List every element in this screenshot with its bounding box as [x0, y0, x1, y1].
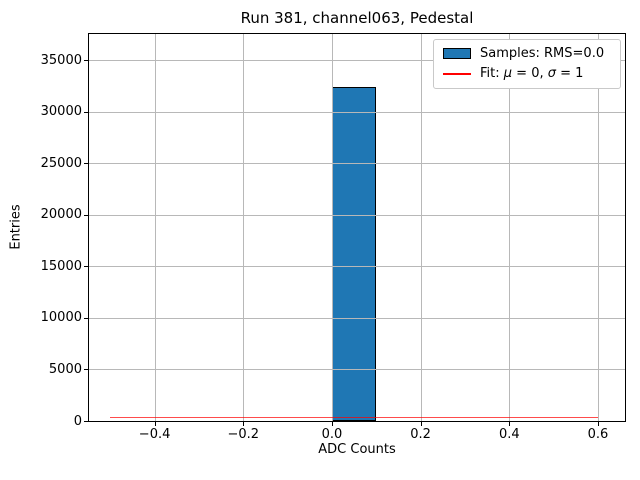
x-tick-mark: [332, 422, 333, 426]
x-tick-label: 0.6: [587, 427, 609, 442]
mu-symbol: μ: [503, 66, 513, 81]
x-gridline: [509, 34, 511, 421]
y-tick-label: 30000: [40, 104, 82, 120]
y-tick-label: 10000: [40, 310, 82, 326]
chart-title: Run 381, channel063, Pedestal: [240, 9, 474, 27]
y-tick-label: 35000: [40, 52, 82, 68]
y-tick-label: 15000: [40, 258, 82, 274]
x-gridline: [243, 34, 245, 421]
x-tick-mark: [598, 422, 599, 426]
legend: Samples: RMS=0.0 Fit: μ = 0, σ = 1: [433, 39, 621, 89]
y-gridline: [89, 266, 625, 268]
y-gridline: [89, 214, 625, 216]
y-tick-mark: [84, 317, 88, 319]
legend-entry-samples: Samples: RMS=0.0: [443, 46, 611, 61]
x-tick-label: 0.0: [321, 427, 343, 442]
y-gridline: [89, 369, 625, 371]
legend-entry-fit: Fit: μ = 0, σ = 1: [443, 66, 611, 81]
histogram-swatch-icon: [443, 48, 471, 59]
legend-fit-label: Fit: μ = 0, σ = 1: [480, 66, 584, 81]
y-tick-mark: [84, 111, 88, 113]
y-tick-mark: [84, 421, 88, 422]
y-tick-label: 20000: [40, 207, 82, 223]
x-gridline: [598, 34, 599, 421]
x-gridline: [332, 34, 333, 421]
x-tick-label: −0.2: [227, 427, 260, 442]
x-tick-mark: [420, 422, 422, 426]
y-gridline: [89, 317, 625, 319]
y-tick-mark: [84, 266, 88, 268]
y-tick-label: 5000: [48, 361, 82, 377]
y-tick-mark: [84, 163, 88, 165]
x-tick-mark: [243, 422, 245, 426]
fit-line-swatch-icon: [443, 72, 471, 75]
y-gridline: [89, 111, 625, 113]
y-gridline: [89, 163, 625, 165]
legend-samples-label: Samples: RMS=0.0: [480, 46, 605, 61]
y-tick-label: 25000: [40, 155, 82, 171]
fit-line: [110, 416, 598, 418]
x-tick-label: 0.2: [410, 427, 431, 442]
x-gridline: [154, 34, 156, 421]
x-tick-label: 0.4: [498, 427, 520, 442]
y-tick-mark: [84, 214, 88, 216]
y-gridline: [89, 60, 625, 62]
y-tick-mark: [84, 369, 88, 371]
x-axis-label: ADC Counts: [318, 442, 396, 457]
y-tick-mark: [84, 60, 88, 62]
y-tick-label: 0: [73, 413, 82, 429]
sigma-symbol: σ: [547, 66, 556, 81]
x-tick-label: −0.4: [138, 427, 171, 442]
histogram-bar: [332, 86, 377, 421]
x-gridline: [420, 34, 422, 421]
x-tick-mark: [154, 422, 156, 426]
x-tick-mark: [509, 422, 511, 426]
